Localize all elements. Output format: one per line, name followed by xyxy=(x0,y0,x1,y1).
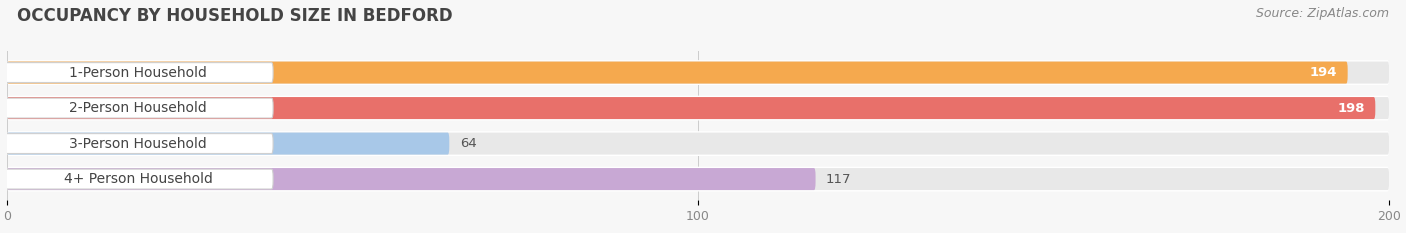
FancyBboxPatch shape xyxy=(7,168,1389,190)
Text: OCCUPANCY BY HOUSEHOLD SIZE IN BEDFORD: OCCUPANCY BY HOUSEHOLD SIZE IN BEDFORD xyxy=(17,7,453,25)
Text: 194: 194 xyxy=(1310,66,1337,79)
Text: 117: 117 xyxy=(825,173,852,185)
FancyBboxPatch shape xyxy=(4,169,273,189)
Text: Source: ZipAtlas.com: Source: ZipAtlas.com xyxy=(1256,7,1389,20)
FancyBboxPatch shape xyxy=(4,63,273,82)
FancyBboxPatch shape xyxy=(7,168,815,190)
FancyBboxPatch shape xyxy=(7,60,1389,85)
Text: 4+ Person Household: 4+ Person Household xyxy=(63,172,212,186)
FancyBboxPatch shape xyxy=(7,62,1389,84)
Text: 64: 64 xyxy=(460,137,477,150)
Text: 198: 198 xyxy=(1337,102,1365,115)
FancyBboxPatch shape xyxy=(4,134,273,154)
Text: 3-Person Household: 3-Person Household xyxy=(69,137,207,151)
FancyBboxPatch shape xyxy=(7,131,1389,156)
FancyBboxPatch shape xyxy=(4,98,273,118)
FancyBboxPatch shape xyxy=(7,96,1389,120)
FancyBboxPatch shape xyxy=(7,97,1375,119)
FancyBboxPatch shape xyxy=(7,167,1389,192)
FancyBboxPatch shape xyxy=(7,133,450,154)
FancyBboxPatch shape xyxy=(7,133,1389,154)
FancyBboxPatch shape xyxy=(7,62,1348,84)
FancyBboxPatch shape xyxy=(7,97,1389,119)
Text: 1-Person Household: 1-Person Household xyxy=(69,65,207,79)
Text: 2-Person Household: 2-Person Household xyxy=(69,101,207,115)
